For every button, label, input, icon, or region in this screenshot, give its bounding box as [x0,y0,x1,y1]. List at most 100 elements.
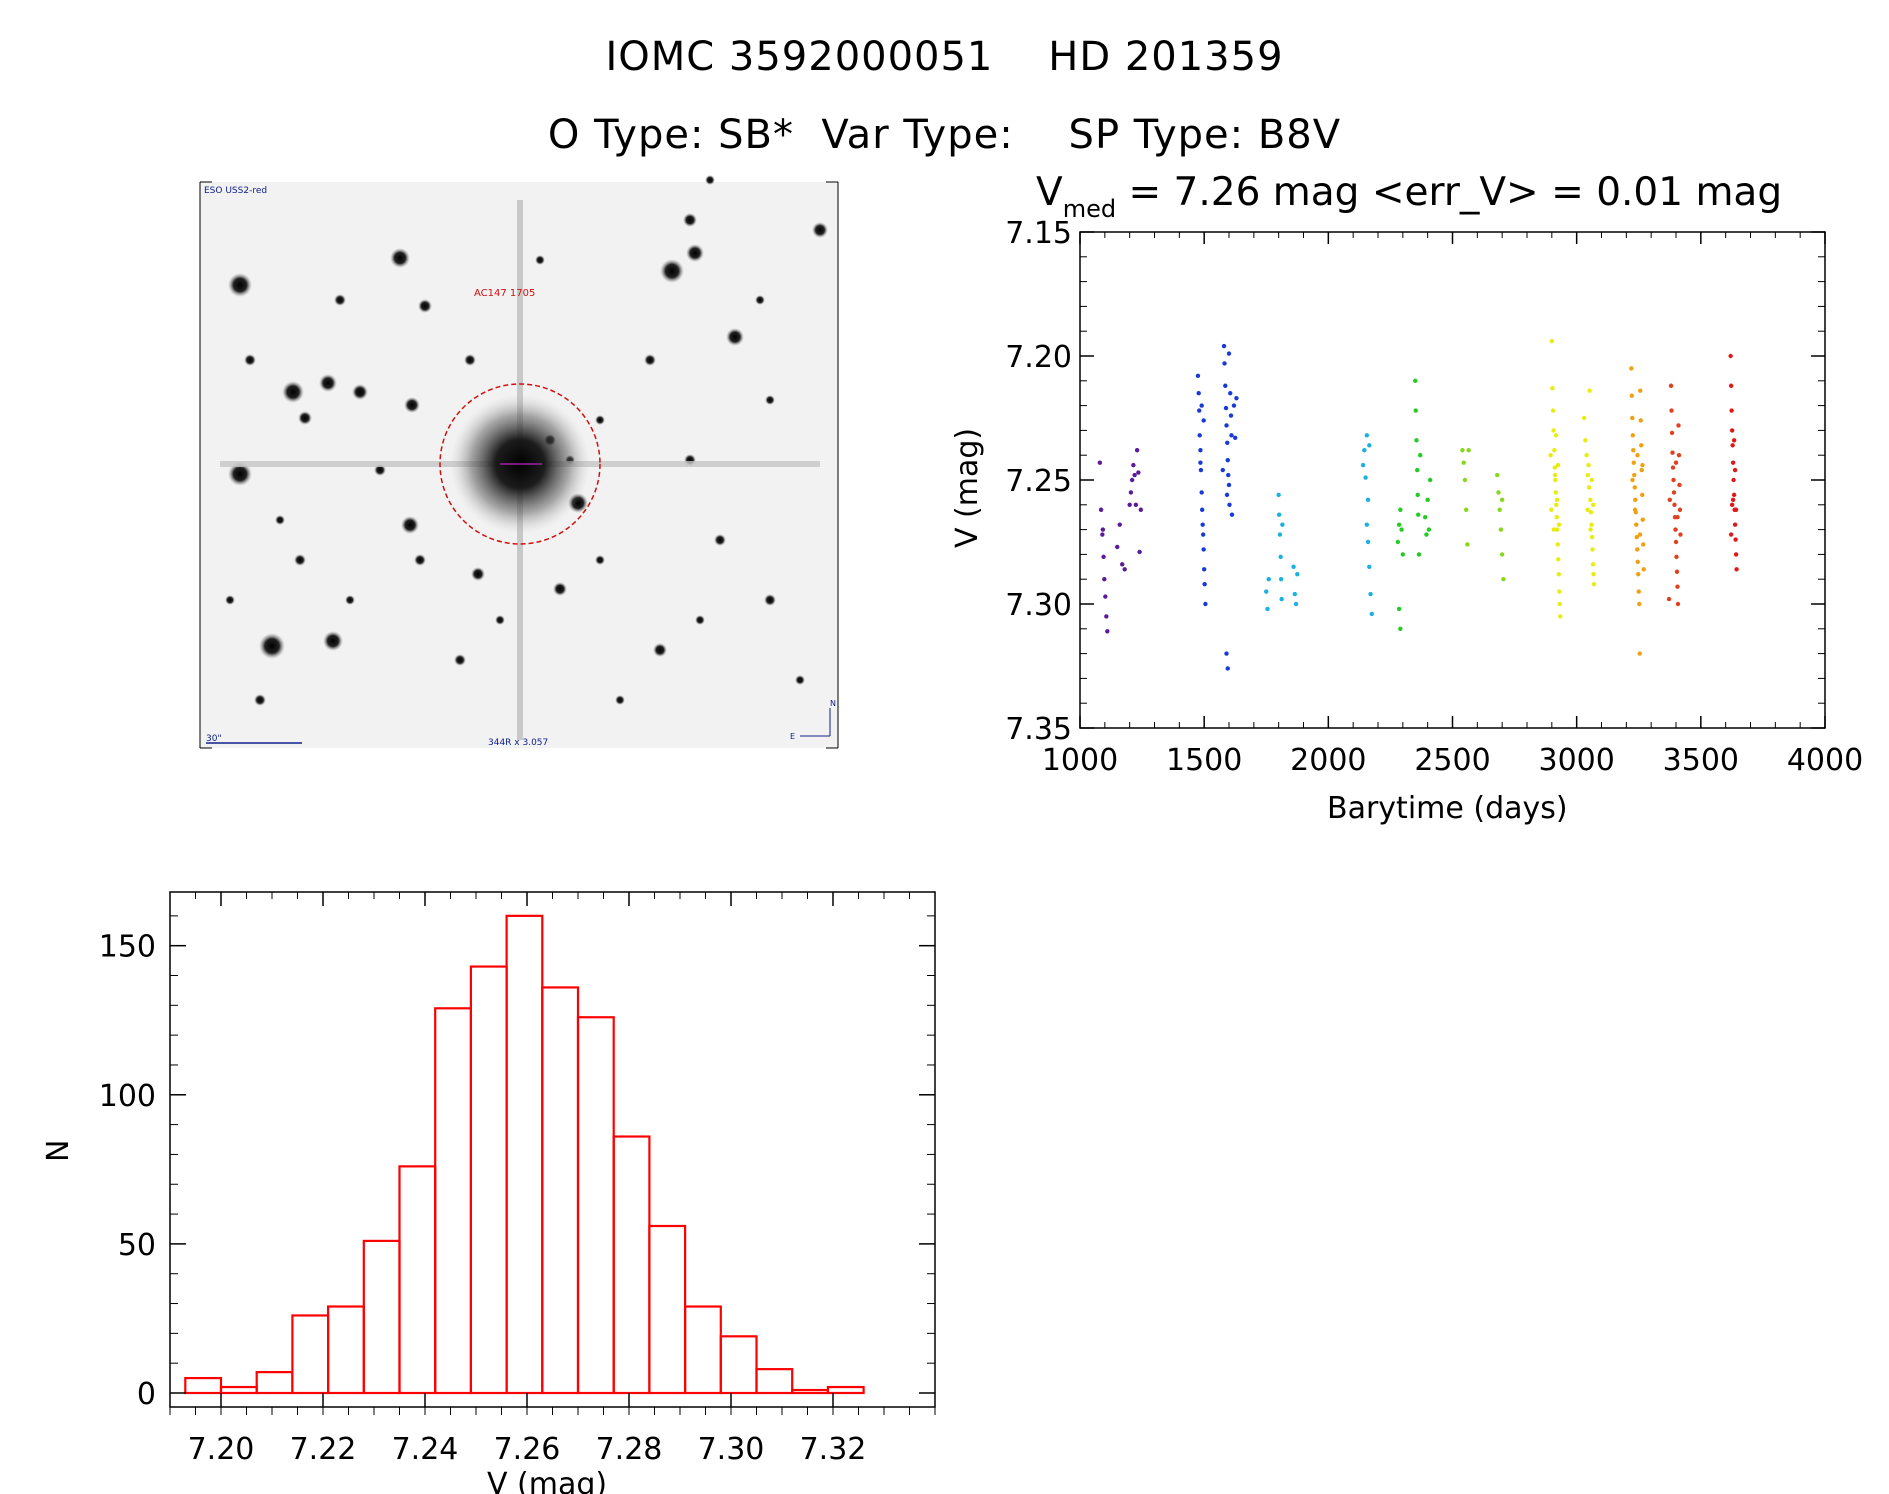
lc-point-1-25 [1226,482,1232,488]
lc-xtick-label-6: 4000 [1787,743,1863,778]
lc-point-8-14 [1731,438,1737,443]
lc-point-1-7 [1199,507,1205,512]
lc-xtick-label-0: 1000 [1042,743,1118,778]
lc-point-0-5 [1103,594,1108,599]
lc-point-5-29 [1586,485,1592,490]
lc-point-3-14 [1418,453,1423,458]
lc-point-6-10 [1634,522,1639,527]
lc-point-5-11 [1555,542,1560,547]
lc-point-5-30 [1588,497,1593,503]
lc-point-6-28 [1635,453,1640,458]
lc-point-5-34 [1590,547,1595,552]
lightcurve-ylabel: V (mag) [950,428,985,548]
lc-point-2-5 [1277,532,1283,537]
lc-point-7-5 [1671,477,1676,483]
lc-point-5-14 [1557,589,1562,594]
lc-point-8-9 [1732,522,1738,527]
hist-bar-16 [755,1368,794,1395]
lc-point-5-5 [1552,465,1558,470]
lc-point-1-36 [1226,351,1232,356]
lc-point-2-3 [1276,492,1281,498]
lc-point-8-4 [1730,443,1735,448]
lc-point-6-24 [1641,542,1646,547]
lc-point-2-0 [1264,589,1269,594]
lc-point-7-14 [1675,601,1681,607]
hist-bar-11 [576,1016,615,1395]
lc-point-5-15 [1557,601,1562,607]
lc-point-3-0 [1395,539,1401,545]
lc-point-7-13 [1675,584,1680,589]
lc-point-5-27 [1584,453,1589,458]
lc-point-7-17 [1677,482,1682,488]
lc-point-0-21 [1137,549,1142,555]
lc-point-5-7 [1553,490,1559,495]
lc-point-1-1 [1196,391,1201,396]
lc-point-7-0 [1668,383,1674,388]
lc-point-2-1 [1265,606,1270,612]
lc-point-0-6 [1104,614,1109,619]
lc-point-3-11 [1415,492,1420,498]
hist-xtick-label-6: 7.32 [800,1432,867,1467]
lc-point-6-15 [1636,589,1641,594]
lc-point-1-19 [1223,383,1228,388]
lc-point-5-16 [1558,614,1563,619]
hist-bar-1 [219,1385,258,1395]
lc-point-5-13 [1556,572,1561,577]
lc-point-3-3 [1399,527,1404,532]
lc-point-4-11 [1501,577,1506,582]
lc-point-6-12 [1635,547,1640,552]
lc-point-4-3 [1463,507,1469,512]
lc-ytick-label-0: 7.15 [1005,216,1072,251]
lc-point-5-25 [1581,415,1587,421]
lc-point-5-43 [1591,502,1596,507]
lc-point-1-8 [1200,522,1205,527]
lc-point-5-23 [1555,462,1561,468]
lc-point-8-13 [1730,497,1736,503]
histogram-xlabel: V (mag) [487,1467,607,1494]
lc-point-5-9 [1554,515,1560,520]
lc-point-7-22 [1673,460,1679,465]
lc-point-5-18 [1549,507,1554,512]
lc-point-3-4 [1400,552,1406,557]
histogram-plot-frame [169,891,936,1408]
lc-point-0-19 [1134,448,1140,453]
lc-point-4-12 [1499,497,1505,503]
lc-point-0-17 [1132,472,1137,478]
lc-point-1-26 [1227,502,1232,507]
lc-point-5-32 [1589,522,1594,527]
hist-xtick-label-3: 7.26 [494,1432,561,1467]
figure-title-line1: IOMC 3592000051 HD 201359 [605,34,1284,80]
lc-point-1-18 [1222,361,1227,366]
lc-point-2-22 [1365,497,1371,503]
lightcurve-title-subscript: med [1063,195,1116,223]
lc-point-7-16 [1676,453,1682,458]
lc-point-6-1 [1629,393,1634,398]
lc-point-8-17 [1733,507,1739,512]
lc-point-1-31 [1224,651,1229,656]
lc-point-5-42 [1589,477,1595,483]
hist-xtick-label-0: 7.20 [188,1432,255,1467]
lightcurve-xlabel: Barytime (days) [1327,791,1568,826]
lc-point-7-2 [1669,430,1675,436]
lc-point-7-3 [1670,450,1675,455]
lc-point-7-1 [1669,408,1674,413]
lc-point-5-22 [1554,497,1560,503]
lc-point-5-41 [1588,527,1593,532]
lc-xtick-label-2: 2000 [1290,743,1366,778]
lc-point-1-6 [1199,490,1204,495]
lc-point-0-0 [1097,460,1103,465]
lc-point-1-34 [1233,435,1238,441]
lc-point-5-31 [1588,510,1594,515]
lc-point-6-29 [1637,532,1643,537]
lc-point-3-13 [1416,552,1422,557]
lc-point-4-10 [1499,552,1505,557]
lc-xtick-label-1: 1500 [1166,743,1242,778]
lc-point-1-5 [1198,467,1204,473]
lc-point-3-1 [1396,522,1402,527]
lc-xtick-label-5: 3500 [1663,743,1739,778]
lc-point-1-16 [1198,460,1203,465]
hist-xtick-label-4: 7.28 [596,1432,663,1467]
lc-point-0-18 [1133,502,1139,507]
lc-point-1-10 [1201,547,1206,552]
lc-point-1-11 [1201,567,1207,572]
